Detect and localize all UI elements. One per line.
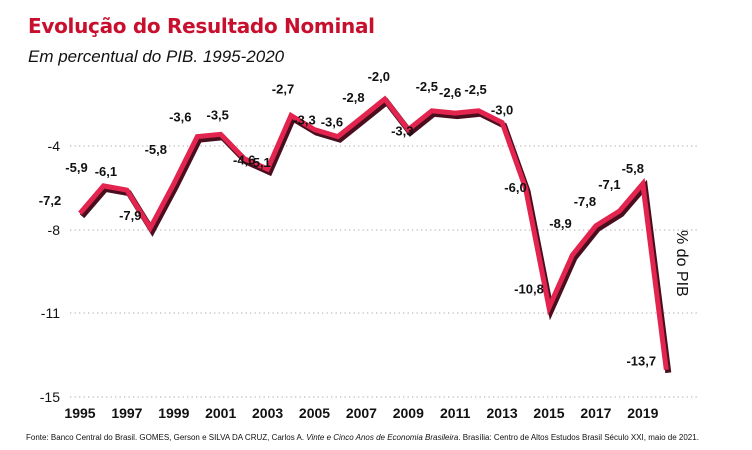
x-tick-label: 2017: [580, 405, 611, 421]
data-label-2005: -3,3: [293, 113, 315, 128]
data-label-2013: -3,0: [491, 103, 513, 118]
data-point-2012: [476, 108, 481, 113]
data-label-1998: -7,9: [119, 208, 141, 223]
data-label-2009: -3,3: [391, 124, 413, 139]
data-point-1995: [78, 211, 83, 216]
data-point-2001: [218, 132, 223, 137]
y-tick-label: -15: [40, 389, 60, 405]
x-tick-label: 2011: [440, 405, 471, 421]
data-point-1997: [124, 188, 129, 193]
y-tick-label: -8: [48, 222, 61, 238]
data-label-2011: -2,6: [439, 85, 461, 100]
source-prefix: Fonte: Banco Central do Brasil. GOMES, G…: [26, 433, 307, 442]
gridlines: [70, 145, 700, 398]
data-label-2003: -5,1: [248, 155, 270, 170]
series-line-path: [78, 95, 669, 371]
source-book-title: Vinte e Cinco Anos de Economia Brasileir…: [306, 433, 459, 442]
data-point-2013: [500, 120, 505, 125]
chart-title: Evolução do Resultado Nominal: [28, 14, 375, 38]
data-point-1996: [101, 183, 106, 188]
data-label-2006: -3,6: [321, 115, 343, 130]
x-tick-label: 1995: [64, 405, 95, 421]
data-point-2017: [593, 223, 598, 228]
data-label-1999: -5,8: [145, 142, 167, 157]
x-tick-label: 1999: [158, 405, 189, 421]
data-point-1999: [171, 181, 176, 186]
data-label-2012: -2,5: [464, 82, 486, 97]
x-tick-label: 2013: [487, 405, 518, 421]
data-label-2020: -13,7: [626, 354, 656, 369]
data-point-2019: [640, 181, 645, 186]
data-label-2008: -2,0: [368, 69, 390, 84]
data-point-2006: [335, 134, 340, 139]
data-label-2000: -3,6: [169, 110, 191, 125]
data-point-2010: [429, 108, 434, 113]
x-tick-label: 2005: [299, 405, 330, 421]
data-label-1995: -7,2: [39, 193, 61, 208]
data-point-2016: [570, 252, 575, 257]
x-tick-label: 2003: [252, 405, 283, 421]
source-note: Fonte: Banco Central do Brasil. GOMES, G…: [26, 433, 699, 442]
data-label-2010: -2,5: [416, 79, 438, 94]
data-point-2008: [382, 97, 387, 102]
source-suffix: . Brasília: Centro de Altos Estudos Bras…: [458, 433, 699, 442]
data-label-2007: -2,8: [342, 90, 364, 105]
data-label-2016: -8,9: [549, 216, 571, 231]
data-point-2015: [547, 305, 552, 310]
series-line-shadow: [79, 97, 672, 374]
y-tick-label: -11: [41, 305, 60, 321]
data-point-2011: [453, 111, 458, 116]
data-label-2002: -4,6: [233, 153, 255, 168]
data-point-2020: [664, 367, 669, 372]
y-axis-ticks: -4 -8 -11 -15: [40, 138, 60, 405]
data-label-2015: -10,8: [514, 282, 544, 297]
data-label-1997: -6,1: [95, 164, 117, 179]
data-label-2019: -5,8: [622, 161, 644, 176]
x-tick-label: 2015: [533, 405, 564, 421]
series-line: [78, 95, 672, 374]
data-label-1996: -5,9: [65, 160, 87, 175]
x-tick-label: 2001: [205, 405, 236, 421]
data-point-2005: [312, 127, 317, 132]
x-tick-label: 1997: [111, 405, 142, 421]
data-point-2000: [195, 134, 200, 139]
data-points: [78, 97, 669, 373]
data-point-2018: [617, 209, 622, 214]
data-point-2007: [359, 115, 364, 120]
data-label-2004: -2,7: [272, 82, 294, 97]
y-tick-label: -4: [48, 138, 61, 154]
data-label-2017: -7,8: [574, 194, 596, 209]
x-tick-label: 2009: [393, 405, 424, 421]
x-tick-label: 2019: [627, 405, 658, 421]
data-labels: -7,2 -5,9 -6,1 -7,9 -5,8 -3,6 -3,5 -4,6-5,1 -2,7…: [39, 69, 656, 369]
x-axis-ticks: 1995 1997 1999 2001 2003 2005 2007 2009 2011 2013…: [64, 405, 658, 421]
data-label-2018: -7,1: [598, 177, 620, 192]
x-tick-label: 2007: [346, 405, 377, 421]
chart-subtitle: Em percentual do PIB. 1995-2020: [28, 47, 285, 66]
data-label-2014: -6,0: [504, 180, 526, 195]
data-label-2001: -3,5: [206, 107, 228, 122]
data-point-1998: [148, 225, 153, 230]
